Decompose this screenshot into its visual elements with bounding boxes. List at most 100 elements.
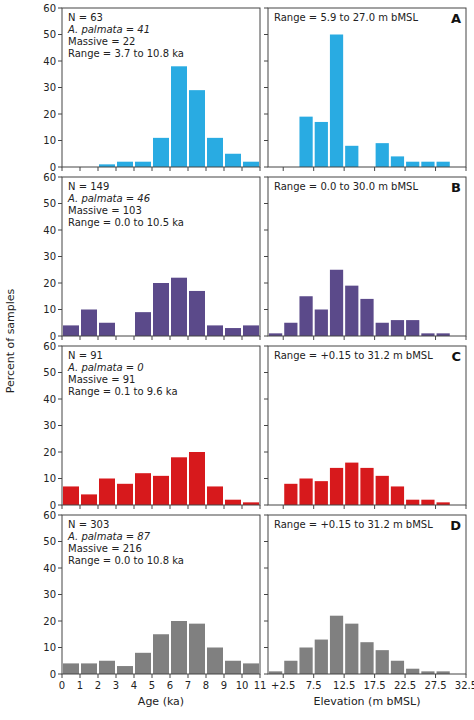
x-tick bbox=[435, 505, 436, 509]
y-tick bbox=[264, 34, 268, 35]
y-tick bbox=[264, 372, 268, 373]
bar bbox=[135, 653, 151, 674]
y-tick bbox=[264, 230, 268, 231]
bar bbox=[391, 661, 404, 674]
y-tick bbox=[264, 505, 268, 506]
bar bbox=[171, 278, 187, 336]
bar bbox=[360, 642, 373, 674]
x-tick-label: 10 bbox=[236, 680, 249, 691]
bar bbox=[81, 663, 97, 674]
bar bbox=[153, 138, 169, 167]
bar bbox=[360, 468, 373, 505]
x-tick bbox=[283, 167, 284, 171]
annotation: N = 149 bbox=[68, 181, 109, 192]
bars bbox=[299, 35, 449, 168]
bar bbox=[315, 481, 328, 505]
x-tick bbox=[242, 167, 243, 171]
x-tick-label: 9 bbox=[221, 680, 227, 691]
y-tick-label: 20 bbox=[43, 447, 56, 458]
annotation: A. palmata = 41 bbox=[67, 24, 150, 35]
bar bbox=[406, 669, 419, 674]
y-tick bbox=[264, 346, 268, 347]
x-tick bbox=[188, 505, 189, 509]
bar bbox=[299, 479, 312, 506]
y-tick bbox=[58, 256, 62, 257]
bar bbox=[207, 648, 223, 675]
x-tick bbox=[260, 167, 261, 171]
bar bbox=[284, 661, 297, 674]
x-tick bbox=[116, 336, 117, 340]
panel-letter: D bbox=[450, 518, 461, 533]
bar bbox=[406, 500, 419, 505]
x-tick bbox=[435, 674, 436, 678]
y-tick-label: 40 bbox=[43, 394, 56, 405]
y-tick bbox=[58, 283, 62, 284]
bars bbox=[63, 452, 259, 505]
y-tick bbox=[264, 114, 268, 115]
annotation: Massive = 103 bbox=[68, 205, 142, 216]
x-tick bbox=[313, 674, 314, 678]
x-tick bbox=[80, 505, 81, 509]
bar bbox=[330, 270, 343, 336]
x-tick bbox=[344, 336, 345, 340]
bar bbox=[135, 162, 151, 167]
bar bbox=[330, 35, 343, 168]
x-tick bbox=[283, 336, 284, 340]
y-tick-label: 10 bbox=[43, 135, 56, 146]
x-tick bbox=[62, 505, 63, 509]
x-tick-label: 32.5 bbox=[455, 680, 474, 691]
x-tick bbox=[260, 336, 261, 340]
bar bbox=[225, 661, 241, 674]
y-tick bbox=[58, 621, 62, 622]
bar bbox=[345, 146, 358, 167]
bar bbox=[330, 468, 343, 505]
bar bbox=[189, 452, 205, 505]
y-tick bbox=[264, 203, 268, 204]
bar bbox=[207, 486, 223, 505]
bar bbox=[117, 666, 133, 674]
bar bbox=[360, 299, 373, 336]
y-tick bbox=[58, 230, 62, 231]
y-tick bbox=[58, 177, 62, 178]
plot-frame bbox=[62, 346, 260, 505]
x-tick bbox=[188, 167, 189, 171]
x-tick-label: 4 bbox=[131, 680, 137, 691]
plot-frame bbox=[62, 515, 260, 674]
plot-frame bbox=[268, 346, 466, 505]
y-tick bbox=[264, 568, 268, 569]
y-tick-label: 40 bbox=[43, 563, 56, 574]
y-tick bbox=[58, 346, 62, 347]
bar bbox=[315, 122, 328, 167]
x-tick bbox=[466, 336, 467, 340]
y-tick-label: 60 bbox=[43, 172, 56, 183]
bar bbox=[391, 320, 404, 336]
y-tick bbox=[264, 87, 268, 88]
x-tick bbox=[170, 167, 171, 171]
x-tick bbox=[260, 674, 261, 678]
x-tick bbox=[62, 336, 63, 340]
plot-frame bbox=[268, 8, 466, 167]
bar bbox=[225, 500, 241, 505]
y-tick bbox=[58, 167, 62, 168]
bar bbox=[421, 500, 434, 505]
x-tick bbox=[206, 674, 207, 678]
bar bbox=[437, 162, 450, 167]
bar bbox=[63, 486, 79, 505]
y-tick-label: 30 bbox=[43, 251, 56, 262]
y-tick bbox=[58, 34, 62, 35]
y-tick bbox=[58, 452, 62, 453]
bar bbox=[189, 291, 205, 336]
x-tick bbox=[374, 167, 375, 171]
x-tick-label: 5 bbox=[149, 680, 155, 691]
y-tick bbox=[264, 594, 268, 595]
y-tick bbox=[58, 541, 62, 542]
y-tick bbox=[264, 140, 268, 141]
x-axis-label: Elevation (m bMSL) bbox=[314, 695, 421, 708]
x-tick bbox=[62, 167, 63, 171]
bar bbox=[117, 162, 133, 167]
x-tick bbox=[206, 167, 207, 171]
bar bbox=[243, 663, 259, 674]
bar bbox=[207, 138, 223, 167]
annotation: Range = 5.9 to 27.0 m bMSL bbox=[274, 12, 418, 23]
x-tick bbox=[206, 336, 207, 340]
